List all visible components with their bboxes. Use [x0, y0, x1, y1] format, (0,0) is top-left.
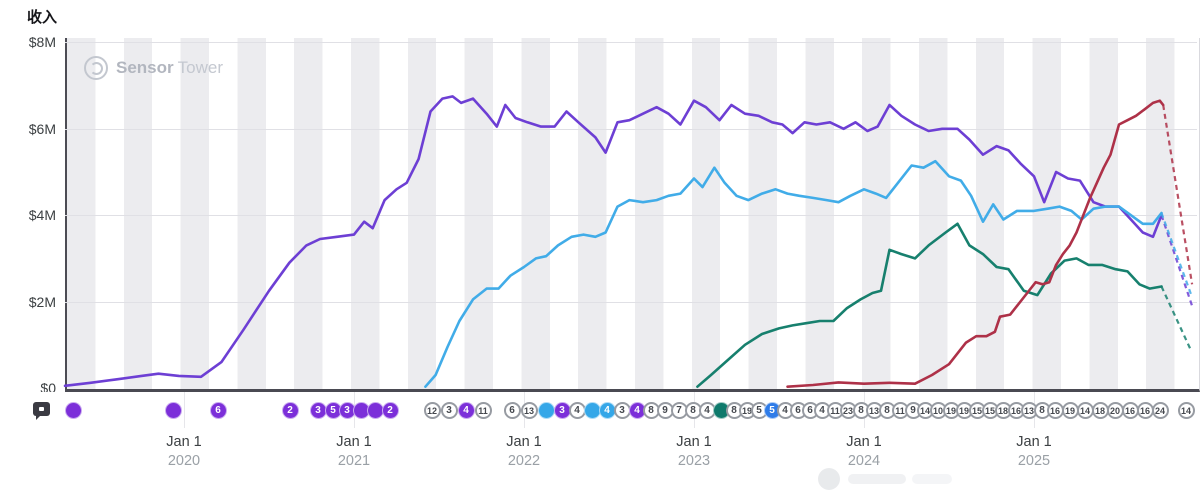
comment-bubble-icon[interactable] — [33, 402, 50, 420]
event-marker-8[interactable]: 8 — [878, 402, 896, 419]
event-marker-24[interactable]: 24 — [1151, 402, 1169, 419]
y-tick-label: $6M — [28, 120, 56, 137]
gridline — [65, 128, 1197, 130]
event-marker-18[interactable]: 18 — [1091, 402, 1109, 419]
x-tick-year: 2023 — [677, 453, 711, 469]
x-tick-label: Jan 1 2022 — [506, 434, 541, 469]
y-tick-label: $8M — [28, 34, 56, 51]
x-tick-year: 2020 — [167, 453, 201, 469]
event-marker-2[interactable]: 2 — [281, 402, 299, 419]
x-tick-label: Jan 1 2020 — [166, 434, 201, 469]
event-marker-dot[interactable] — [583, 402, 601, 419]
event-marker-12[interactable]: 12 — [423, 402, 441, 419]
event-marker-13[interactable]: 13 — [1020, 402, 1038, 419]
x-tick-year: 2025 — [1017, 453, 1051, 469]
sensortower-logo-icon — [84, 56, 108, 80]
page-title: 收入 — [27, 9, 58, 26]
event-marker-14[interactable]: 14 — [1076, 402, 1094, 419]
watermark-brand-light: Tower — [177, 58, 223, 77]
event-marker-19[interactable]: 19 — [955, 402, 973, 419]
event-marker-19[interactable]: 19 — [1061, 402, 1079, 419]
event-marker-4[interactable]: 4 — [598, 402, 616, 419]
event-marker-16[interactable]: 16 — [1136, 402, 1154, 419]
x-tick-year: 2021 — [337, 453, 371, 469]
event-marker-dot[interactable] — [366, 402, 384, 419]
event-marker-14[interactable]: 14 — [1177, 402, 1195, 419]
year-tick-line — [184, 392, 185, 428]
x-tick-date: Jan 1 — [676, 434, 712, 450]
event-marker-dot[interactable] — [537, 402, 555, 419]
x-tick-year: 2024 — [847, 453, 881, 469]
event-marker-3[interactable]: 3 — [553, 402, 571, 419]
event-marker-16[interactable]: 16 — [1007, 402, 1025, 419]
event-marker-3[interactable]: 3 — [309, 402, 327, 419]
x-tick-date: Jan 1 — [846, 434, 882, 450]
sensortower-watermark: Sensor Tower — [84, 56, 223, 80]
x-tick-label: Jan 1 2021 — [336, 434, 371, 469]
x-tick-date: Jan 1 — [506, 434, 542, 450]
event-marker-20[interactable]: 20 — [1106, 402, 1124, 419]
x-tick-year: 2022 — [507, 453, 541, 469]
x-tick-label: Jan 1 2025 — [1016, 434, 1051, 469]
x-tick-date: Jan 1 — [1016, 434, 1052, 450]
y-tick-label: $2M — [28, 293, 56, 310]
event-marker-dot[interactable] — [64, 402, 82, 419]
watermark-brand-bold: Sensor — [116, 58, 174, 77]
x-tick-date: Jan 1 — [336, 434, 372, 450]
event-marker-11[interactable]: 11 — [474, 402, 492, 419]
gridline — [65, 42, 1197, 44]
y-tick-label: $4M — [28, 207, 56, 224]
event-marker-3[interactable]: 3 — [613, 402, 631, 419]
event-marker-4[interactable]: 4 — [457, 402, 475, 419]
event-marker-3[interactable]: 3 — [440, 402, 458, 419]
event-marker-5[interactable]: 5 — [763, 402, 781, 419]
event-marker-dot[interactable] — [164, 402, 182, 419]
gridline — [65, 301, 1197, 303]
x-tick-date: Jan 1 — [166, 434, 202, 450]
event-marker-6[interactable]: 6 — [503, 402, 521, 419]
event-marker-13[interactable]: 13 — [520, 402, 538, 419]
x-tick-label: Jan 1 2024 — [846, 434, 881, 469]
event-marker-4[interactable]: 4 — [568, 402, 586, 419]
sensortower-logo-partial-icon — [818, 468, 840, 490]
gridline — [65, 215, 1197, 217]
event-marker-16[interactable]: 16 — [1046, 402, 1064, 419]
event-marker-16[interactable]: 16 — [1121, 402, 1139, 419]
x-tick-label: Jan 1 2023 — [676, 434, 711, 469]
event-marker-13[interactable]: 13 — [865, 402, 883, 419]
event-marker-6[interactable]: 6 — [209, 402, 227, 419]
event-marker-2[interactable]: 2 — [381, 402, 399, 419]
